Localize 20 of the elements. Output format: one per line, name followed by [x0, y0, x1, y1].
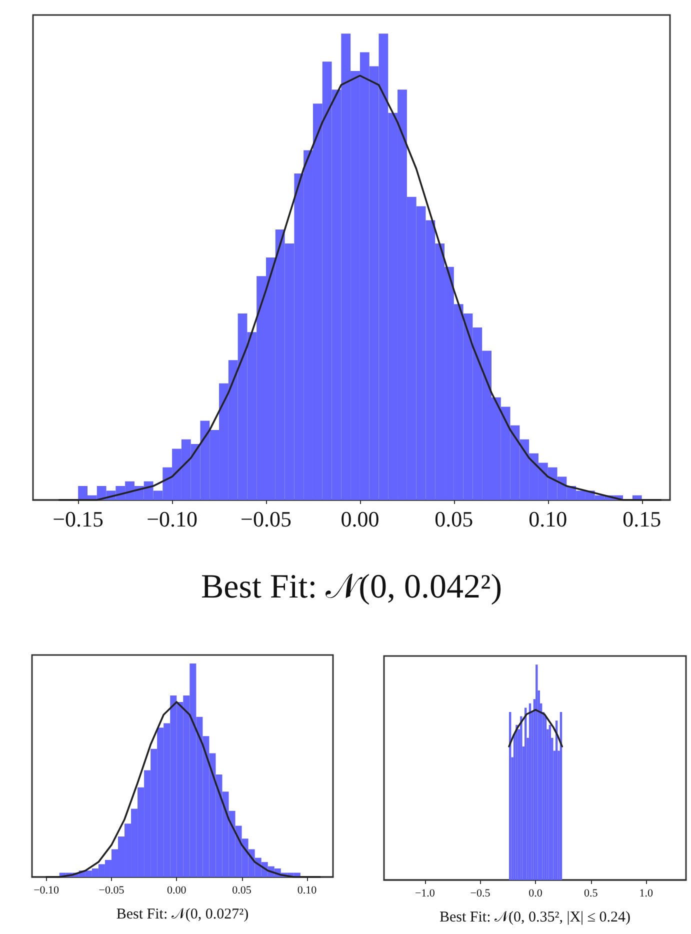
x-tick-label: 1.0	[639, 888, 654, 900]
x-tick-label: −0.10	[146, 506, 198, 532]
x-tick-label: −0.05	[98, 884, 125, 896]
x-tick-label: 0.05	[434, 506, 474, 532]
x-tick-label: 0.05	[232, 884, 252, 896]
x-tick-label: 0.10	[528, 506, 568, 532]
x-tick-label: 0.00	[340, 506, 380, 532]
x-tick-label: −0.10	[34, 884, 60, 896]
x-tick-label: 0.10	[297, 884, 318, 896]
x-tick-label: 0.5	[584, 888, 598, 900]
x-tick-label: −0.5	[470, 888, 491, 900]
x-axis-title: Best Fit: 𝒩(0, 0.042²)	[200, 568, 502, 606]
x-axis-title: Best Fit: 𝒩(0, 0.027²)	[116, 906, 249, 922]
x-axis-title: Best Fit: 𝒩(0, 0.35², |X| ≤ 0.24)	[439, 910, 631, 926]
x-tick-label: 0.00	[167, 884, 187, 896]
x-tick-label: 0.15	[622, 506, 662, 532]
x-tick-label: −0.05	[240, 506, 292, 532]
x-tick-label: 0.0	[528, 888, 543, 900]
x-tick-label: −0.15	[52, 506, 104, 532]
x-tick-label: −1.0	[414, 888, 436, 900]
